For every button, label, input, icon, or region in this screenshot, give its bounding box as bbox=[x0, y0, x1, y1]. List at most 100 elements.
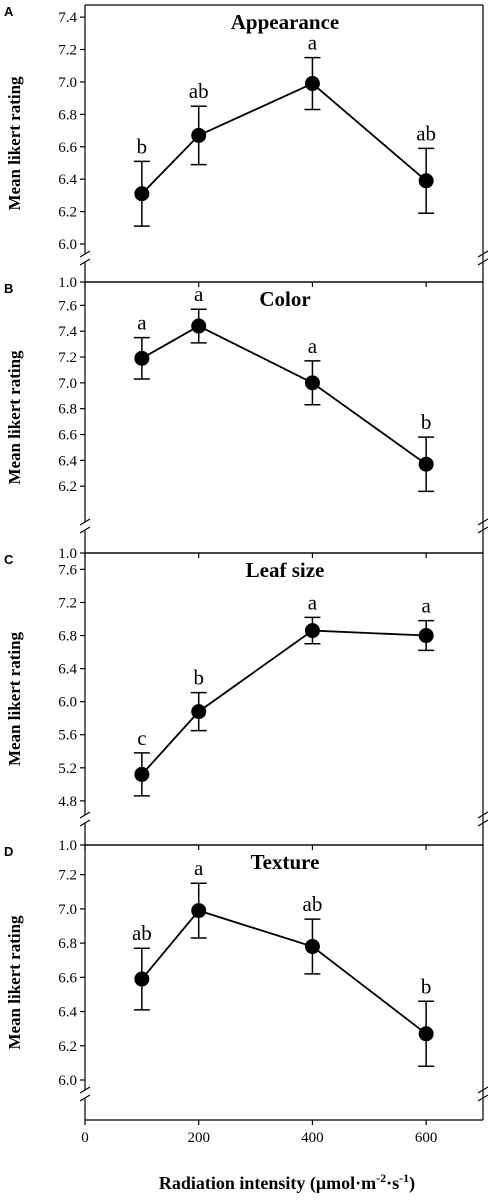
significance-label: a bbox=[308, 334, 318, 358]
axis-break-mark bbox=[79, 258, 91, 266]
y-tick-label: 1.0 bbox=[58, 546, 77, 562]
y-tick-label: 6.6 bbox=[58, 428, 77, 444]
y-tick-label: 1.0 bbox=[58, 838, 77, 854]
y-tick-label: 6.4 bbox=[58, 1005, 77, 1021]
axis-break-mark bbox=[477, 258, 489, 266]
data-point bbox=[191, 704, 207, 720]
x-axis-label: Radiation intensity (μmol·m-2·s-1) bbox=[159, 1171, 415, 1194]
x-tick-label: 600 bbox=[415, 1130, 438, 1146]
significance-label: b bbox=[137, 134, 148, 158]
panel-letter: B bbox=[4, 281, 13, 296]
y-tick-label: 7.0 bbox=[58, 902, 77, 918]
axis-break-mark bbox=[79, 819, 91, 827]
axis-break-mark bbox=[477, 1086, 489, 1094]
y-axis-label: Mean likert rating bbox=[5, 350, 24, 485]
significance-label: a bbox=[308, 590, 318, 614]
data-point bbox=[418, 628, 434, 644]
y-tick-label: 7.4 bbox=[58, 324, 77, 340]
significance-label: a bbox=[194, 282, 204, 306]
y-tick-label: 6.8 bbox=[58, 402, 77, 418]
y-tick-label: 7.2 bbox=[58, 868, 77, 884]
y-tick-label: 6.4 bbox=[58, 662, 77, 678]
axis-break-mark bbox=[79, 1094, 91, 1102]
y-tick-label: 1.0 bbox=[58, 275, 77, 291]
significance-label: c bbox=[137, 726, 146, 750]
data-point bbox=[304, 76, 320, 92]
y-tick-label: 6.2 bbox=[58, 205, 77, 221]
data-point bbox=[418, 173, 434, 189]
y-tick-label: 6.8 bbox=[58, 107, 77, 123]
y-tick-label: 5.2 bbox=[58, 761, 77, 777]
axis-break-mark bbox=[79, 250, 91, 258]
axis-break-mark bbox=[477, 1094, 489, 1102]
significance-label: ab bbox=[303, 892, 323, 916]
significance-label: a bbox=[421, 594, 431, 618]
y-axis-label: Mean likert rating bbox=[5, 915, 24, 1050]
axis-break-mark bbox=[477, 518, 489, 526]
y-tick-label: 7.2 bbox=[58, 350, 77, 366]
y-axis-label: Mean likert rating bbox=[5, 631, 24, 766]
data-point bbox=[191, 127, 207, 143]
panel-d: 6.0 6.2 6.4 6.6 6.8 7.0 7.2 1.0 D Texture Mean lik… bbox=[4, 838, 489, 1125]
y-tick-label: 6.2 bbox=[58, 479, 77, 495]
series-line bbox=[141, 909, 427, 1035]
axis-break-mark bbox=[79, 811, 91, 819]
data-point bbox=[418, 1026, 434, 1042]
series-line bbox=[141, 629, 427, 776]
y-tick-label: 7.2 bbox=[58, 595, 77, 611]
significance-label: a bbox=[194, 856, 204, 880]
axis-break-mark bbox=[477, 819, 489, 827]
x-tick-label: 400 bbox=[301, 1130, 324, 1146]
y-tick-label: 5.6 bbox=[58, 728, 77, 744]
data-point bbox=[304, 623, 320, 639]
y-tick-label: 6.0 bbox=[58, 1073, 77, 1089]
significance-label: b bbox=[421, 974, 432, 998]
significance-label: b bbox=[193, 666, 204, 690]
y-tick-label: 6.6 bbox=[58, 140, 77, 156]
significance-label: a bbox=[137, 311, 147, 335]
significance-label: a bbox=[308, 31, 318, 55]
significance-label: ab bbox=[416, 121, 436, 145]
panel-title: Leaf size bbox=[246, 558, 325, 582]
y-tick-label: 6.0 bbox=[58, 695, 77, 711]
axis-break-mark bbox=[477, 526, 489, 534]
axis-break-mark bbox=[79, 526, 91, 534]
significance-label: ab bbox=[189, 79, 209, 103]
significance-label: ab bbox=[132, 921, 152, 945]
y-tick-label: 6.4 bbox=[58, 172, 77, 188]
panel-title: Texture bbox=[251, 850, 320, 874]
axis-break-mark bbox=[477, 250, 489, 258]
data-point bbox=[134, 350, 150, 366]
y-tick-label: 6.6 bbox=[58, 970, 77, 986]
x-tick-label: 0 bbox=[81, 1130, 89, 1146]
data-point bbox=[134, 971, 150, 987]
data-point bbox=[134, 766, 150, 782]
y-tick-label: 6.8 bbox=[58, 936, 77, 952]
y-tick-label: 7.6 bbox=[58, 562, 77, 578]
y-tick-label: 6.2 bbox=[58, 1039, 77, 1055]
panels: 6.0 6.2 6.4 6.6 6.8 7.0 7.2 7.4 A Appearance Mean … bbox=[4, 4, 489, 1146]
y-axis-label: Mean likert rating bbox=[5, 76, 24, 211]
panel-letter: D bbox=[4, 844, 13, 859]
data-point bbox=[191, 903, 207, 919]
y-tick-label: 7.2 bbox=[58, 43, 77, 59]
axis-break-mark bbox=[477, 811, 489, 819]
panel-a: 6.0 6.2 6.4 6.6 6.8 7.0 7.2 7.4 A Appearance Mean … bbox=[4, 4, 489, 287]
y-tick-label: 7.4 bbox=[58, 10, 77, 26]
panel-title: Appearance bbox=[231, 10, 340, 34]
data-point bbox=[304, 375, 320, 391]
panel-c: 4.8 5.2 5.6 6.0 6.4 6.8 7.2 7.61.0 C Leaf size Mea… bbox=[4, 546, 489, 850]
series-line bbox=[141, 82, 427, 195]
panel-letter: C bbox=[4, 552, 14, 567]
panel-title: Color bbox=[259, 287, 310, 311]
x-tick-label: 200 bbox=[187, 1130, 210, 1146]
panel-letter: A bbox=[4, 4, 14, 19]
y-tick-label: 6.0 bbox=[58, 237, 77, 253]
significance-label: b bbox=[421, 410, 432, 434]
series-line bbox=[141, 325, 427, 465]
axis-break-mark bbox=[79, 1086, 91, 1094]
axis-break-mark bbox=[79, 518, 91, 526]
y-tick-label: 7.6 bbox=[58, 298, 77, 314]
data-point bbox=[134, 186, 150, 202]
